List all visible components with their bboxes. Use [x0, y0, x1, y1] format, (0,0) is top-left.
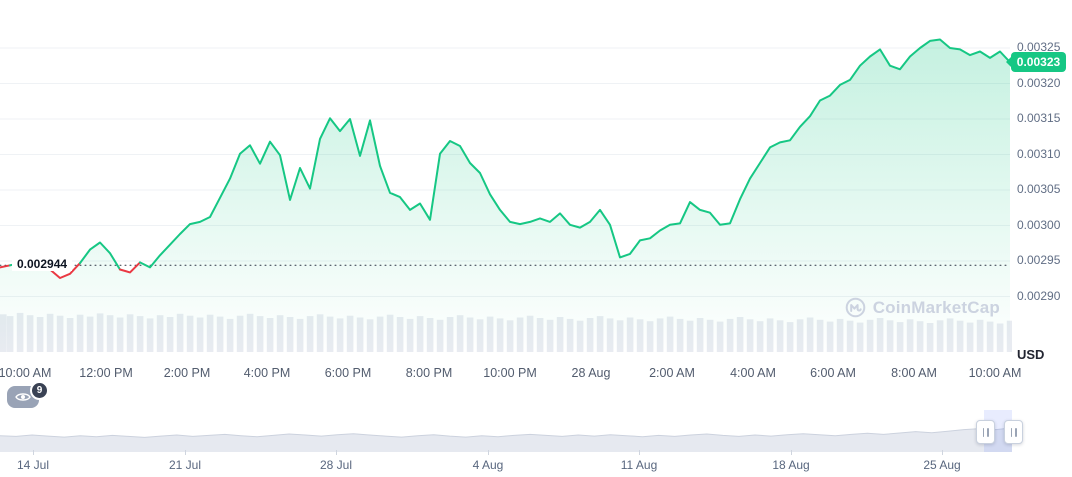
brush-tick — [33, 450, 34, 455]
main-price-chart[interactable] — [0, 0, 1012, 360]
current-price-badge: 0.00323 — [1006, 52, 1066, 72]
x-axis-label: 2:00 AM — [649, 366, 695, 380]
brush-date-label: 11 Aug — [620, 458, 658, 472]
brush-handle-left[interactable] — [976, 420, 995, 444]
brush-date-label: 14 Jul — [16, 458, 50, 472]
y-axis-label: 0.00300 — [1017, 218, 1061, 232]
x-axis-label: 4:00 AM — [730, 366, 776, 380]
watchers-indicator[interactable]: 9 — [7, 381, 49, 408]
y-axis-label: 0.00290 — [1017, 289, 1061, 303]
brush-date-label: 4 Aug — [472, 458, 504, 472]
x-axis-label: 2:00 PM — [163, 366, 211, 380]
brush-date-label: 28 Jul — [319, 458, 353, 472]
y-axis-label: 0.00305 — [1017, 182, 1061, 196]
coinmarketcap-logo-icon — [845, 297, 866, 318]
x-axis-label: 4:00 PM — [243, 366, 291, 380]
x-axis-label: 10:00 AM — [968, 366, 1022, 380]
brush-date-axis: 14 Jul 21 Jul 28 Jul 4 Aug 11 Aug 18 Aug… — [0, 458, 1012, 474]
brush-tick — [488, 450, 489, 455]
reference-price-label: 0.002944 — [12, 257, 73, 271]
brush-date-label: 18 Aug — [772, 458, 810, 472]
brush-handle-right[interactable] — [1004, 420, 1023, 444]
x-axis-label: 8:00 PM — [405, 366, 453, 380]
x-axis: 10:00 AM 12:00 PM 2:00 PM 4:00 PM 6:00 P… — [0, 366, 1021, 382]
brush-date-label: 25 Aug — [923, 458, 961, 472]
timeline-brush-svg — [0, 427, 1012, 452]
unit-label: USD — [1017, 347, 1045, 362]
brush-tick — [639, 450, 640, 455]
y-axis-label: 0.00320 — [1017, 76, 1061, 90]
x-axis-label: 6:00 PM — [324, 366, 372, 380]
brush-tick — [336, 450, 337, 455]
current-price-value: 0.00323 — [1016, 55, 1061, 69]
y-axis-label: 0.00310 — [1017, 147, 1061, 161]
x-axis-label: 28 Aug — [571, 366, 611, 380]
x-axis-label: 8:00 AM — [891, 366, 937, 380]
timeline-brush[interactable] — [0, 410, 1012, 452]
brush-tick — [942, 450, 943, 455]
watermark-text: CoinMarketCap — [872, 297, 1000, 317]
x-axis-label: 6:00 AM — [810, 366, 856, 380]
price-chart-svg — [0, 38, 1012, 352]
y-axis-label: 0.00325 — [1017, 40, 1061, 54]
brush-tick — [791, 450, 792, 455]
brush-tick — [185, 450, 186, 455]
x-axis-label: 10:00 AM — [0, 366, 52, 380]
eye-icon — [15, 393, 31, 401]
brush-date-label: 21 Jul — [168, 458, 202, 472]
y-axis-label: 0.00315 — [1017, 111, 1061, 125]
watchers-count-badge: 9 — [30, 381, 49, 400]
coinmarketcap-watermark: CoinMarketCap — [845, 297, 1000, 318]
y-axis-label: 0.00295 — [1017, 253, 1061, 267]
x-axis-label: 10:00 PM — [483, 366, 537, 380]
x-axis-label: 12:00 PM — [79, 366, 133, 380]
